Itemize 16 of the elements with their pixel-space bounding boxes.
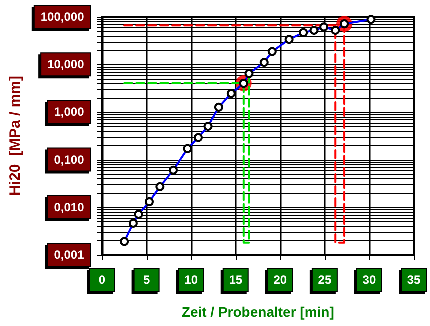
x-tick-label: 10 xyxy=(184,273,198,287)
y-tick-label: 10,000 xyxy=(48,58,85,72)
y-tick-label: 0,100 xyxy=(54,152,85,167)
y-tick-label: 1,000 xyxy=(54,105,85,120)
y-tick-label: 100,000 xyxy=(40,10,85,24)
x-tick-label: 25 xyxy=(318,273,332,287)
x-tick-label: 30 xyxy=(362,273,376,287)
x-tick-label: 0 xyxy=(98,273,106,287)
x-axis-title: Zeit / Probenalter [min] xyxy=(182,304,334,320)
y-tick-label: 0,010 xyxy=(54,200,85,214)
y-tick-label: 0,001 xyxy=(54,248,85,262)
y-axis-title: Hi20 [MPa / mm] xyxy=(7,76,24,196)
x-tick-label: 35 xyxy=(407,273,421,287)
x-tick-label: 15 xyxy=(229,273,243,287)
x-tick-label: 5 xyxy=(143,273,150,287)
x-tick-label: 20 xyxy=(274,273,288,287)
